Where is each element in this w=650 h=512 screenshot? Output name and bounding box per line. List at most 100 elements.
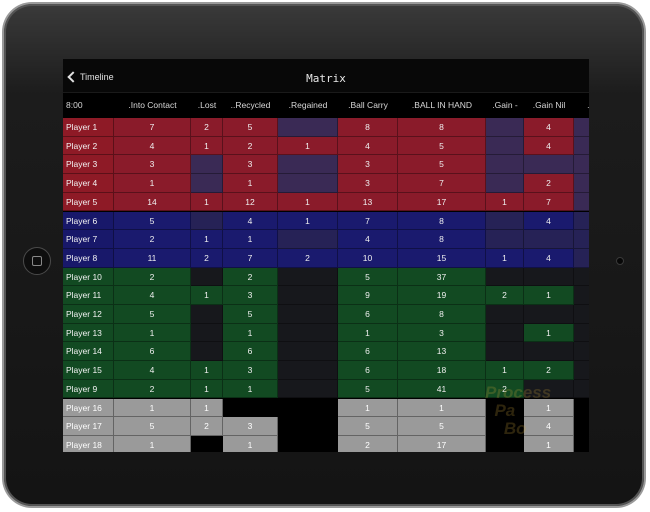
stat-cell[interactable] xyxy=(486,230,524,249)
stat-cell[interactable] xyxy=(486,211,524,231)
column-header[interactable]: .Ga xyxy=(574,92,589,118)
stat-cell[interactable]: 5 xyxy=(223,305,278,324)
stat-cell[interactable]: 4 xyxy=(524,211,574,231)
stat-cell[interactable] xyxy=(278,267,338,287)
stat-cell[interactable]: 9 xyxy=(338,286,398,305)
stat-cell[interactable]: 17 xyxy=(398,192,486,212)
stat-cell[interactable]: 7 xyxy=(398,174,486,193)
stat-cell[interactable] xyxy=(278,286,338,305)
stat-cell[interactable]: 1 xyxy=(338,398,398,418)
stat-cell[interactable] xyxy=(486,435,524,452)
stat-cell[interactable]: 7 xyxy=(223,248,278,268)
stat-cell[interactable]: 5 xyxy=(338,417,398,436)
column-header[interactable]: .Gain Nil xyxy=(532,100,566,110)
stat-cell[interactable]: 3 xyxy=(398,323,486,343)
stat-cell[interactable]: 1 xyxy=(191,230,223,249)
stat-cell[interactable]: 10 xyxy=(338,248,398,268)
stat-cell[interactable]: 1 xyxy=(191,286,223,305)
stat-cell[interactable] xyxy=(278,417,338,436)
stat-cell[interactable]: 2 xyxy=(486,286,524,305)
stat-cell[interactable]: 3 xyxy=(338,174,398,193)
stat-cell[interactable]: 18 xyxy=(398,361,486,380)
stat-cell[interactable]: 1 xyxy=(398,398,486,418)
stat-cell[interactable]: 5 xyxy=(338,267,398,287)
stat-cell[interactable] xyxy=(486,118,524,137)
stat-cell[interactable]: 1 xyxy=(524,323,574,343)
stat-cell[interactable] xyxy=(574,211,589,231)
stat-cell[interactable]: 13 xyxy=(398,342,486,362)
stat-cell[interactable] xyxy=(574,118,589,137)
stat-cell[interactable]: 11 xyxy=(114,248,191,268)
stat-cell[interactable]: 37 xyxy=(398,267,486,287)
stat-cell[interactable]: 1 xyxy=(191,379,223,399)
stat-cell[interactable] xyxy=(486,174,524,193)
stat-cell[interactable]: 4 xyxy=(524,417,574,436)
stat-cell[interactable] xyxy=(191,155,223,175)
stat-cell[interactable] xyxy=(574,417,589,436)
stat-cell[interactable]: 1 xyxy=(278,192,338,212)
stat-cell[interactable]: 5 xyxy=(114,305,191,324)
stat-cell[interactable] xyxy=(574,192,589,212)
stat-cell[interactable]: 2 xyxy=(191,417,223,436)
stat-cell[interactable]: 2 xyxy=(486,379,524,399)
stat-cell[interactable]: 1 xyxy=(223,323,278,343)
stat-cell[interactable]: 1 xyxy=(223,230,278,249)
stat-cell[interactable]: 3 xyxy=(223,155,278,175)
stat-cell[interactable]: 1 xyxy=(278,211,338,231)
stat-cell[interactable]: 1 xyxy=(114,323,191,343)
stat-cell[interactable]: 17 xyxy=(398,435,486,452)
stat-cell[interactable] xyxy=(278,398,338,418)
stat-cell[interactable] xyxy=(278,118,338,137)
stat-cell[interactable] xyxy=(486,155,524,175)
stat-cell[interactable] xyxy=(191,342,223,362)
home-button[interactable] xyxy=(23,247,51,275)
stat-cell[interactable]: 1 xyxy=(278,136,338,156)
stat-cell[interactable]: 5 xyxy=(223,118,278,137)
stat-cell[interactable]: 2 xyxy=(114,267,191,287)
stat-cell[interactable]: 1 xyxy=(223,379,278,399)
stat-cell[interactable] xyxy=(574,174,589,193)
stat-cell[interactable] xyxy=(574,248,589,268)
stat-cell[interactable]: 1 xyxy=(338,323,398,343)
stat-cell[interactable] xyxy=(486,305,524,324)
column-header[interactable]: .BALL IN HAND xyxy=(411,100,473,110)
column-header[interactable]: .Gain - xyxy=(492,100,518,110)
stat-cell[interactable]: 8 xyxy=(398,211,486,231)
stat-cell[interactable]: 1 xyxy=(191,361,223,380)
stat-cell[interactable]: 12 xyxy=(223,192,278,212)
stat-cell[interactable]: 2 xyxy=(191,118,223,137)
column-header[interactable]: ..Recycled xyxy=(230,100,271,110)
stat-cell[interactable]: 1 xyxy=(524,286,574,305)
stat-cell[interactable]: 2 xyxy=(223,136,278,156)
stat-cell[interactable]: 5 xyxy=(114,417,191,436)
stat-cell[interactable]: 2 xyxy=(114,379,191,399)
stat-cell[interactable]: 2 xyxy=(191,248,223,268)
stat-cell[interactable]: 6 xyxy=(338,342,398,362)
stat-cell[interactable]: 2 xyxy=(524,174,574,193)
stat-cell[interactable]: 19 xyxy=(398,286,486,305)
stat-cell[interactable] xyxy=(486,398,524,418)
stat-cell[interactable]: 1 xyxy=(191,192,223,212)
stat-cell[interactable] xyxy=(278,435,338,452)
stat-cell[interactable]: 1 xyxy=(486,192,524,212)
stat-cell[interactable]: 41 xyxy=(398,379,486,399)
stat-cell[interactable]: 1 xyxy=(223,174,278,193)
stat-cell[interactable] xyxy=(574,323,589,343)
stat-cell[interactable]: 8 xyxy=(338,118,398,137)
stat-cell[interactable]: 2 xyxy=(223,267,278,287)
stat-cell[interactable]: 4 xyxy=(114,361,191,380)
stat-cell[interactable]: 6 xyxy=(338,361,398,380)
stat-cell[interactable]: 5 xyxy=(338,379,398,399)
stat-cell[interactable] xyxy=(278,305,338,324)
stat-cell[interactable]: 6 xyxy=(223,342,278,362)
stat-cell[interactable] xyxy=(486,136,524,156)
stat-cell[interactable]: 3 xyxy=(223,286,278,305)
stat-cell[interactable]: 1 xyxy=(114,174,191,193)
stat-cell[interactable] xyxy=(574,230,589,249)
stat-cell[interactable]: 1 xyxy=(486,361,524,380)
stat-cell[interactable] xyxy=(486,342,524,362)
stat-cell[interactable] xyxy=(574,305,589,324)
stat-cell[interactable]: 7 xyxy=(524,192,574,212)
stat-cell[interactable] xyxy=(524,342,574,362)
stat-cell[interactable]: 14 xyxy=(114,192,191,212)
